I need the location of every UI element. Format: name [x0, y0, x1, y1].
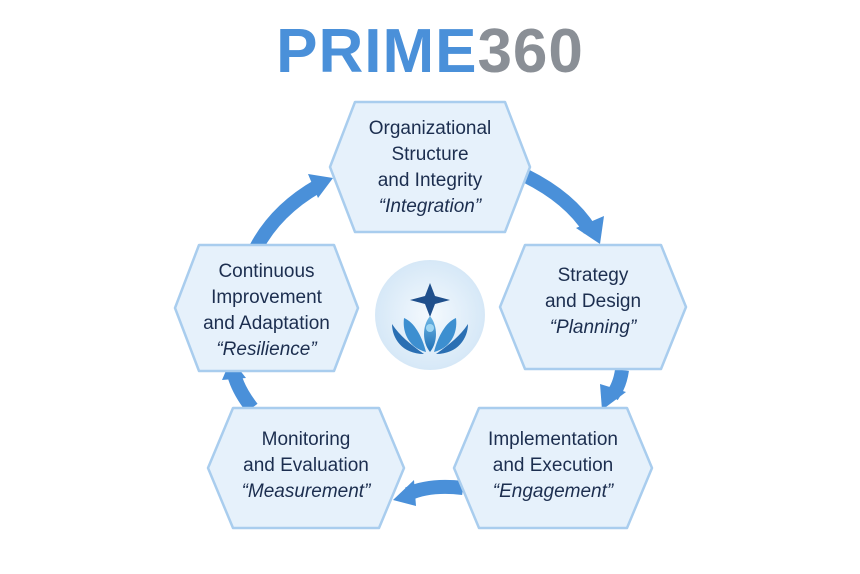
hex-engagement: [452, 406, 654, 530]
stage-engagement-line1: Implementation: [488, 429, 618, 450]
stage-planning: Strategy and Design “Planning”: [500, 263, 686, 341]
title-360: 360: [477, 17, 584, 86]
hex-resilience: [173, 243, 360, 373]
stage-engagement-line2: and Execution: [492, 455, 614, 476]
stage-integration-line3: and Integrity: [377, 170, 483, 191]
arrowhead-engagement-icon: [600, 384, 626, 410]
arrowhead-planning-icon: [576, 216, 604, 244]
arrow-resilience-to-integration: [249, 179, 322, 252]
arrow-measurement-to-resilience: [227, 372, 258, 413]
stage-resilience-tag: “Resilience”: [216, 339, 317, 360]
stage-resilience-line2: Improvement: [211, 287, 322, 308]
arrowhead-measurement-icon: [393, 480, 416, 506]
center-logo: [375, 260, 485, 370]
stage-integration-line2: Structure: [391, 144, 469, 165]
stage-measurement-line1: Monitoring: [261, 429, 351, 450]
stage-planning-line1: Strategy: [557, 265, 629, 286]
stage-resilience-line1: Continuous: [218, 261, 315, 282]
stage-resilience: Continuous Improvement and Adaptation “R…: [175, 259, 358, 363]
stage-integration: Organizational Structure and Integrity “…: [330, 116, 530, 220]
arrowhead-integration-icon: [308, 174, 333, 198]
hex-integration: [328, 100, 532, 234]
stage-engagement: Implementation and Execution “Engagement…: [454, 427, 652, 505]
page-title: PRIME360: [0, 12, 860, 92]
hex-planning: [498, 243, 688, 371]
stage-integration-line1: Organizational: [368, 118, 492, 139]
stage-measurement-line2: and Evaluation: [243, 455, 369, 476]
arrow-integration-to-planning: [522, 169, 596, 234]
title-prime: PRIME: [276, 17, 478, 86]
star-lotus-icon: [392, 283, 468, 354]
stage-measurement-tag: “Measurement”: [241, 481, 371, 502]
stage-planning-line2: and Design: [544, 291, 642, 312]
stage-planning-tag: “Planning”: [549, 317, 637, 338]
hex-measurement: [206, 406, 406, 530]
stage-engagement-tag: “Engagement”: [492, 481, 614, 502]
stage-resilience-line3: and Adaptation: [203, 313, 330, 334]
stage-measurement: Monitoring and Evaluation “Measurement”: [208, 427, 404, 505]
stage-integration-tag: “Integration”: [378, 196, 482, 217]
